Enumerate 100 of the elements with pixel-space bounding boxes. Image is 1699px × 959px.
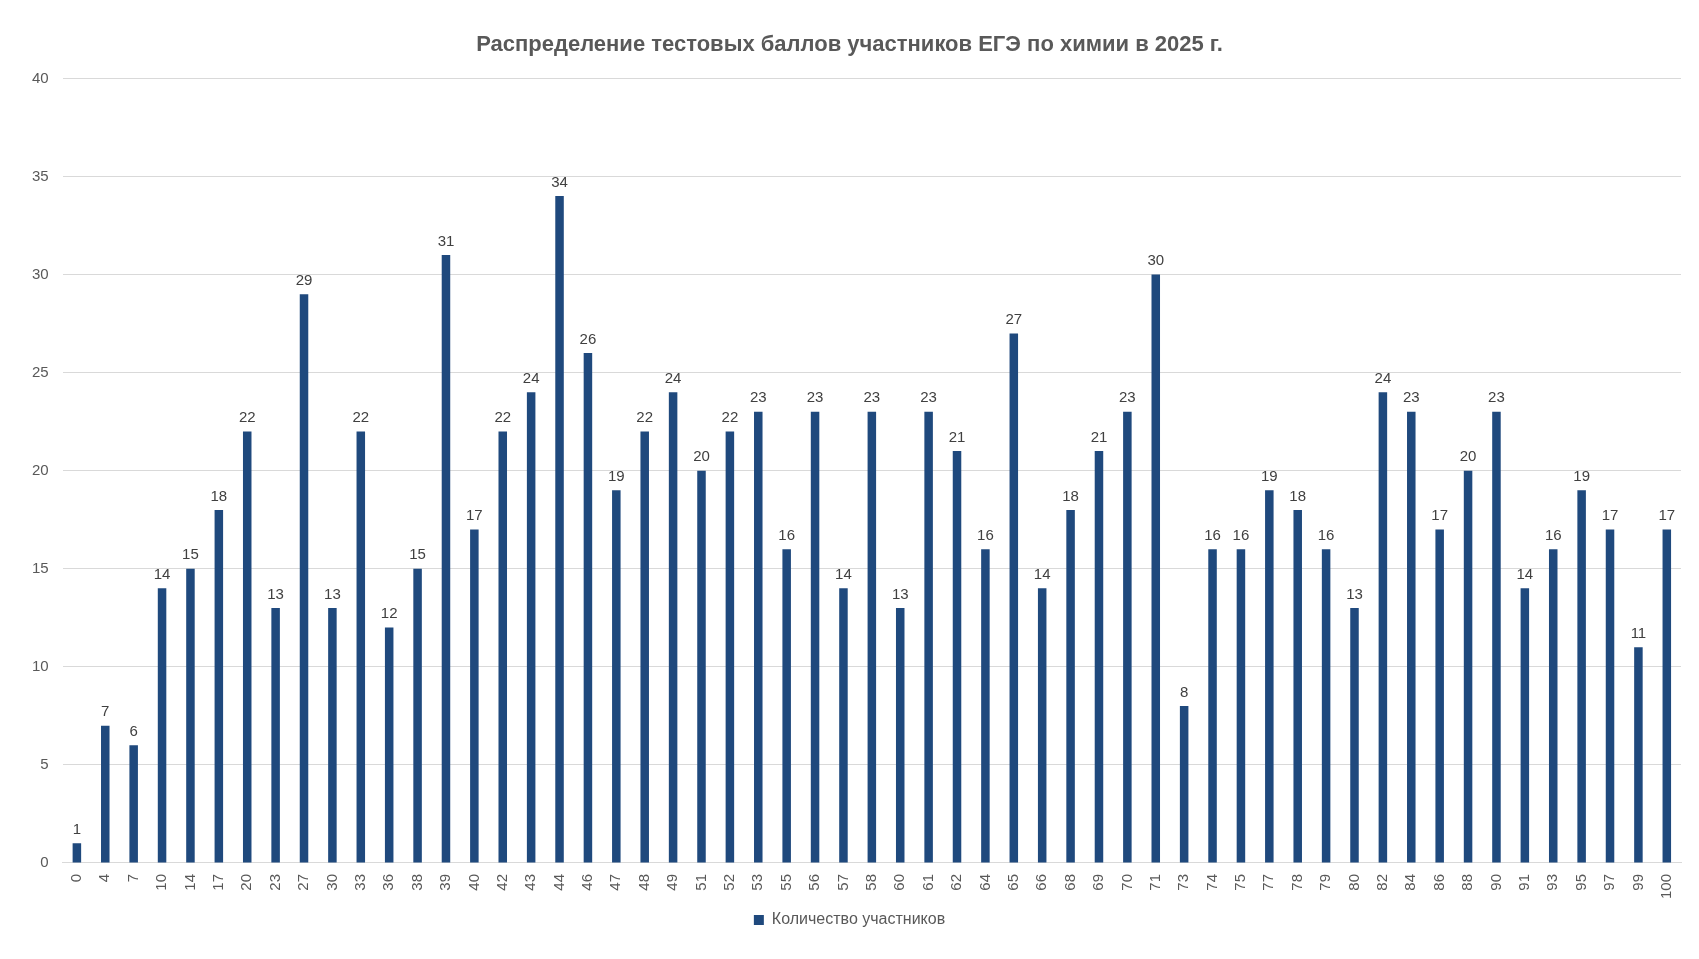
bar	[754, 411, 763, 863]
x-tick-label: 14	[180, 873, 198, 891]
bar	[1407, 411, 1416, 863]
bar	[1662, 529, 1672, 863]
x-tick-label: 97	[1600, 873, 1618, 891]
bar	[640, 431, 649, 863]
x-tick-label: 99	[1628, 873, 1646, 891]
bar	[129, 745, 138, 863]
data-label: 34	[551, 172, 568, 190]
data-label: 23	[1119, 388, 1136, 406]
bar	[157, 588, 167, 863]
bar	[895, 607, 905, 863]
x-tick-label: 74	[1202, 873, 1220, 891]
bar	[413, 568, 422, 863]
x-tick-label: 88	[1458, 873, 1476, 891]
x-tick-label: 43	[521, 873, 539, 891]
x-tick-label: 0	[67, 873, 85, 883]
bar	[328, 607, 337, 863]
x-tick-label: 68	[1060, 873, 1078, 891]
x-tick-label: 36	[379, 873, 397, 891]
bar	[1492, 411, 1501, 863]
bar	[981, 549, 990, 863]
data-label: 24	[522, 368, 540, 386]
bar	[1094, 451, 1104, 863]
y-tick-label: 35	[32, 166, 49, 184]
x-tick-label: 10	[152, 873, 170, 891]
bar	[1435, 529, 1444, 863]
bar	[867, 411, 877, 863]
x-tick-label: 66	[1032, 873, 1050, 891]
data-label: 16	[1232, 525, 1250, 543]
x-tick-label: 20	[237, 873, 255, 891]
x-tick-label: 73	[1174, 873, 1192, 891]
data-label: 16	[1544, 525, 1562, 543]
x-tick-label: 30	[322, 873, 340, 891]
bar	[1123, 411, 1132, 863]
x-tick-label: 52	[720, 873, 738, 891]
bar	[1293, 509, 1302, 863]
data-label: 24	[664, 368, 682, 386]
data-label: 13	[891, 584, 909, 602]
data-label: 7	[101, 702, 110, 720]
bar	[924, 411, 933, 863]
bar	[583, 353, 593, 863]
bar	[1605, 529, 1615, 863]
data-label: 13	[324, 584, 341, 602]
bar	[72, 843, 82, 863]
data-label: 1	[72, 820, 82, 837]
x-tick-label: 71	[1145, 873, 1163, 891]
data-label: 23	[1488, 388, 1505, 406]
x-tick-label: 75	[1231, 873, 1249, 891]
y-tick-label: 5	[40, 755, 49, 773]
data-label: 21	[1090, 427, 1108, 445]
bar	[384, 627, 394, 863]
x-tick-label: 33	[350, 873, 368, 891]
data-label: 24	[1374, 368, 1392, 386]
x-tick-label: 23	[265, 873, 283, 891]
data-label: 19	[1260, 466, 1278, 484]
data-label: 22	[636, 408, 654, 426]
x-tick-label: 93	[1543, 873, 1561, 891]
x-tick-label: 56	[805, 873, 823, 891]
x-tick-label: 65	[1003, 873, 1021, 891]
x-tick-label: 62	[947, 873, 965, 891]
x-tick-label: 95	[1571, 873, 1589, 891]
x-tick-label: 60	[890, 873, 908, 891]
x-tick-label: 86	[1429, 873, 1447, 891]
data-label: 14	[1033, 565, 1051, 583]
x-tick-label: 77	[1259, 873, 1277, 891]
data-label: 15	[409, 545, 426, 563]
data-label: 29	[295, 270, 313, 288]
bar	[299, 294, 309, 863]
data-label: 17	[1431, 506, 1449, 524]
data-label: 20	[693, 447, 710, 465]
bar	[1350, 607, 1359, 863]
x-tick-label: 47	[606, 873, 624, 891]
y-tick-label: 10	[32, 656, 49, 674]
x-tick-label: 57	[833, 873, 851, 891]
bar	[555, 196, 564, 863]
bar	[839, 588, 848, 863]
x-tick-label: 78	[1287, 873, 1305, 891]
bar	[1463, 470, 1473, 863]
data-label: 13	[267, 584, 284, 602]
data-label: 14	[1516, 565, 1534, 583]
bar	[810, 411, 820, 863]
data-label: 16	[778, 525, 796, 543]
x-tick-label: 84	[1401, 873, 1419, 891]
x-tick-label: 44	[549, 873, 567, 891]
bar	[271, 607, 280, 863]
bar	[1037, 588, 1047, 863]
x-tick-label: 64	[975, 873, 993, 891]
data-label: 27	[1005, 310, 1023, 328]
data-label: 22	[721, 408, 739, 426]
data-label: 12	[380, 604, 398, 622]
y-tick-label: 25	[32, 362, 49, 380]
data-label: 23	[920, 388, 937, 406]
bar	[526, 392, 536, 863]
x-tick-label: 42	[492, 873, 510, 891]
bar	[1179, 706, 1189, 863]
bar	[612, 490, 621, 863]
data-label: 16	[1204, 525, 1221, 543]
x-tick-label: 90	[1486, 873, 1504, 891]
bar	[470, 529, 479, 863]
